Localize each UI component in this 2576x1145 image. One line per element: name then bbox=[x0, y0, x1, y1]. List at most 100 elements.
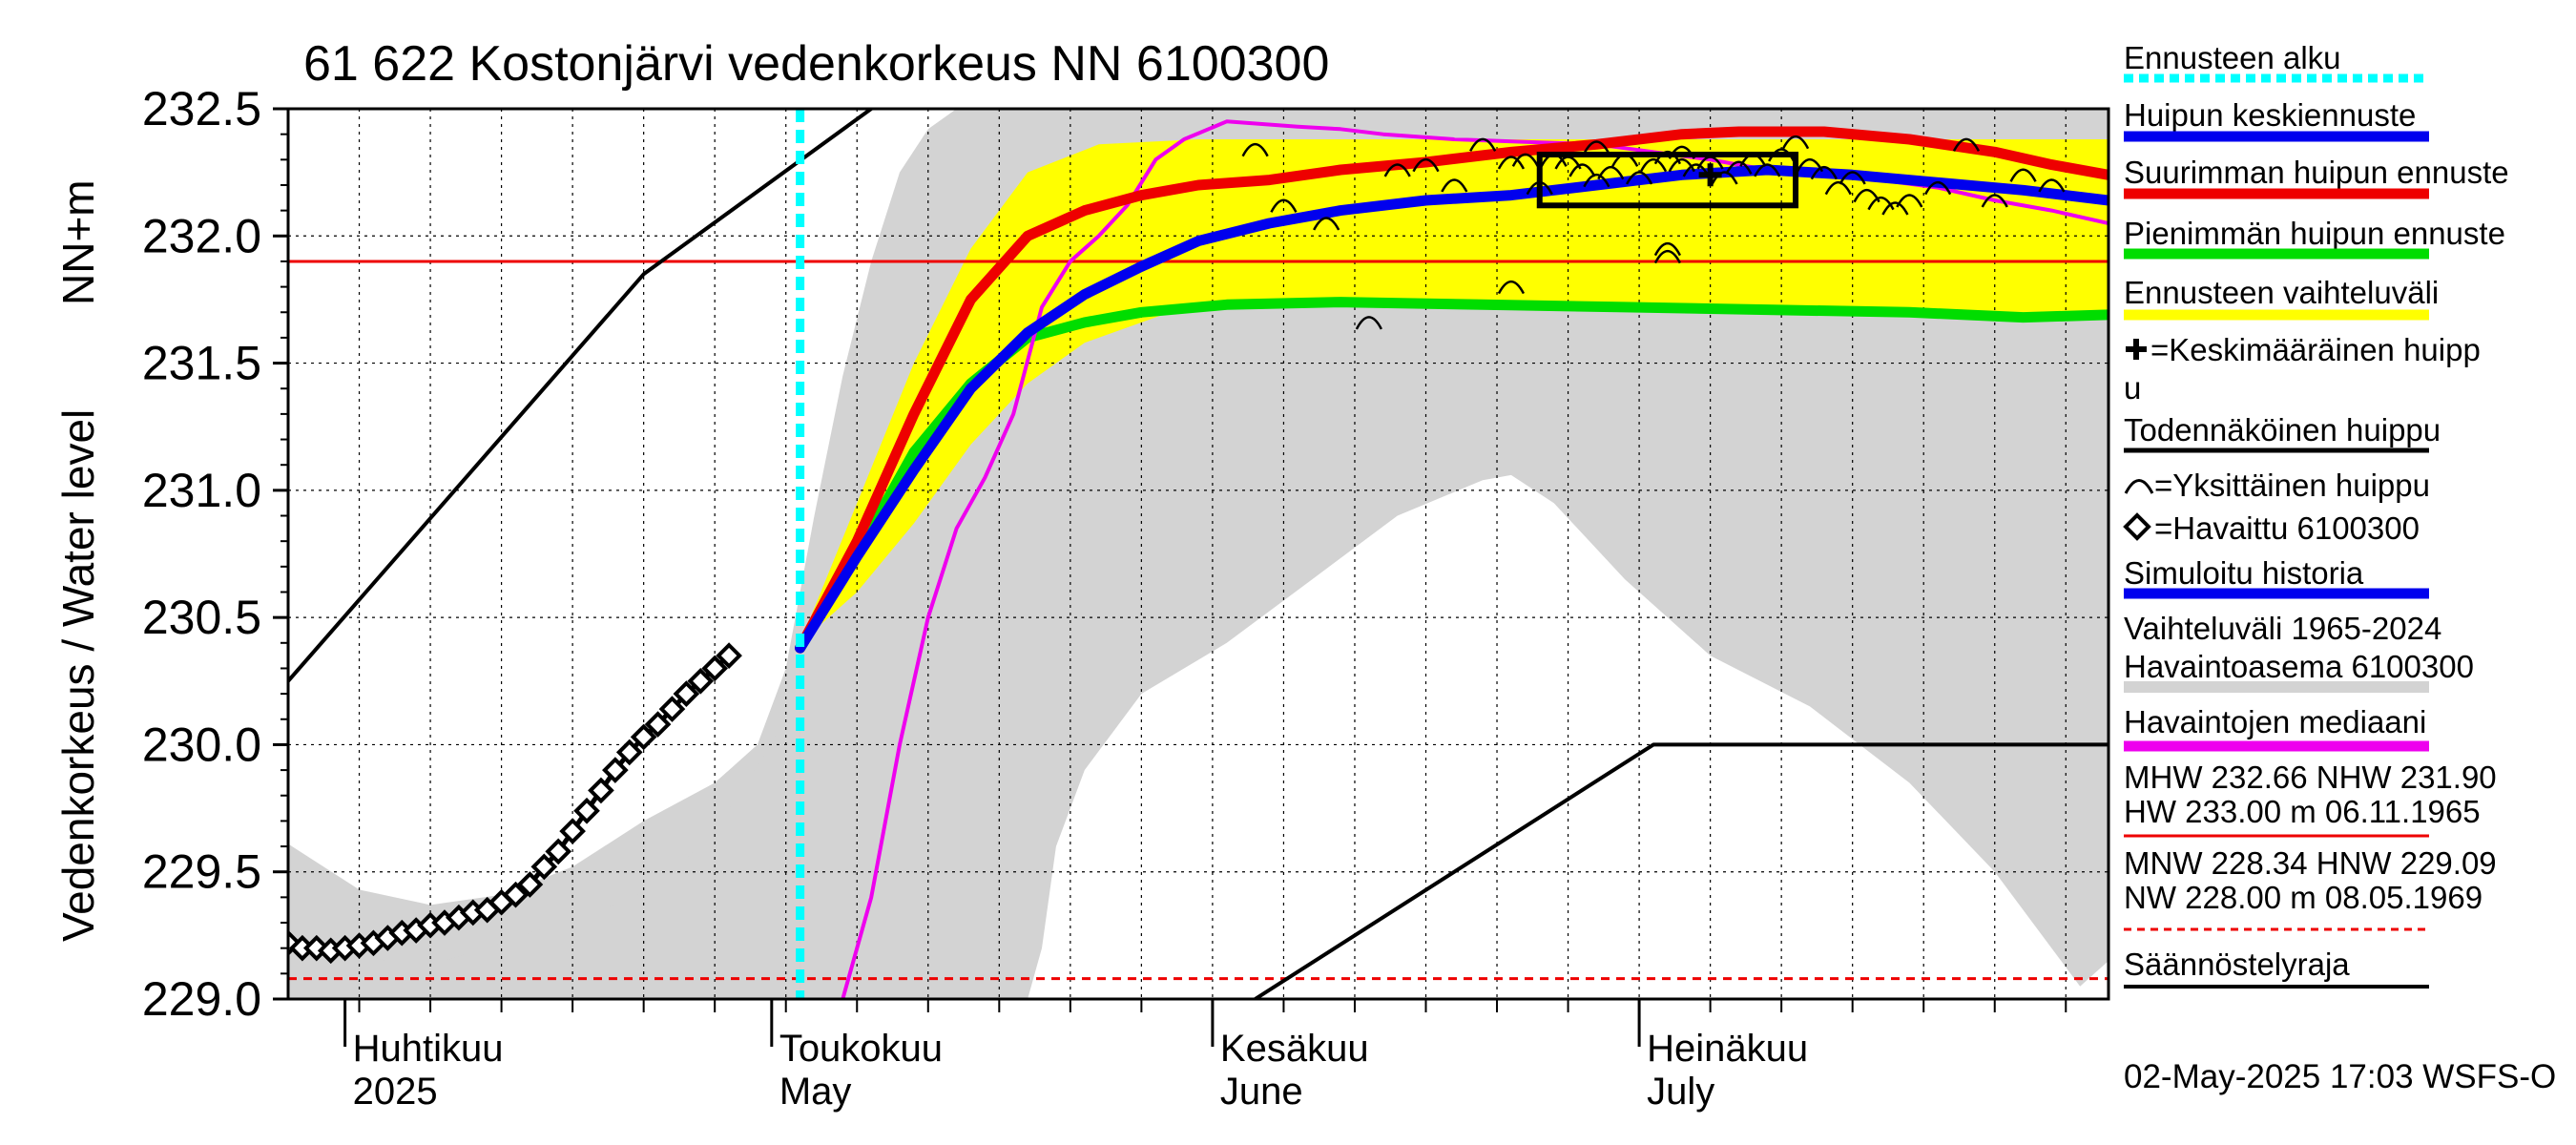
historical-range-area-early bbox=[288, 668, 800, 999]
legend-label-cont: u bbox=[2124, 370, 2141, 406]
single-peak-marker bbox=[1583, 140, 1610, 155]
forecast-range-band bbox=[800, 139, 2109, 643]
forecast-range-area bbox=[800, 139, 2109, 643]
legend-label: =Keskimääräinen huipp bbox=[2150, 332, 2481, 367]
x-month-label: Heinäkuu bbox=[1647, 1028, 1808, 1070]
single-peak-marker bbox=[1355, 316, 1382, 330]
single-peak-marker bbox=[1653, 241, 1682, 257]
series-min-forecast bbox=[795, 297, 2109, 654]
single-peak-marker bbox=[1526, 180, 1553, 196]
observed-marker bbox=[644, 711, 672, 738]
x-month-sublabel: 2025 bbox=[353, 1071, 438, 1113]
y-tick-label: 232.0 bbox=[142, 209, 261, 262]
single-peak-marker bbox=[1497, 156, 1526, 170]
single-peak-marker bbox=[1469, 137, 1497, 152]
peak-box bbox=[1536, 151, 1799, 209]
x-month-sublabel: July bbox=[1647, 1071, 1714, 1113]
stat-label-cont: HW 233.00 m 06.11.1965 bbox=[2124, 794, 2481, 829]
y-tick-label: 229.5 bbox=[142, 845, 261, 899]
legend-label: Ennusteen vaihteluväli bbox=[2124, 275, 2439, 310]
single-peak-marker bbox=[1696, 156, 1724, 170]
single-peak-marker bbox=[1597, 165, 1625, 180]
observed-marker bbox=[516, 871, 544, 898]
single-peak-marker bbox=[1881, 201, 1909, 216]
timestamp: 02-May-2025 17:03 WSFS-O bbox=[2124, 1058, 2556, 1095]
observed-marker bbox=[673, 680, 700, 707]
historical-range-area bbox=[288, 109, 2109, 999]
single-peak-marker bbox=[1412, 157, 1440, 173]
stat-label: MHW 232.66 NHW 231.90 bbox=[2124, 760, 2497, 795]
single-peak-marker bbox=[1739, 153, 1767, 167]
single-peak-marker bbox=[1682, 163, 1710, 177]
observed-marker bbox=[530, 853, 558, 881]
single-peak-marker bbox=[1725, 160, 1753, 175]
single-peak-marker bbox=[1810, 165, 1838, 180]
stat-label: MNW 228.34 HNW 229.09 bbox=[2124, 845, 2497, 881]
observed-marker bbox=[687, 667, 715, 695]
observed-marker bbox=[559, 818, 586, 844]
observed-marker bbox=[502, 881, 530, 908]
single-peak-marker bbox=[1653, 249, 1682, 264]
single-peak-marker bbox=[1625, 171, 1653, 185]
single-peak-marker bbox=[1754, 163, 1781, 177]
legend-label: Suurimman huipun ennuste bbox=[2124, 155, 2509, 190]
series-probable-peak bbox=[288, 109, 874, 683]
y-tick-label: 229.0 bbox=[142, 972, 261, 1026]
legend-label: Simuloitu historia bbox=[2124, 555, 2364, 591]
observed-marker bbox=[573, 797, 600, 824]
grid bbox=[288, 109, 2109, 999]
series-probable-peak-cumulative bbox=[1253, 742, 2109, 999]
observed-marker bbox=[545, 838, 572, 865]
single-peak-marker bbox=[1511, 153, 1539, 167]
legend-label: =Havaittu 6100300 bbox=[2154, 510, 2420, 546]
legend-observed-icon bbox=[2123, 512, 2151, 541]
single-peak-marker bbox=[1568, 163, 1596, 177]
observed-marker bbox=[658, 696, 686, 722]
series-mean-forecast bbox=[795, 164, 2109, 654]
single-peak-marker bbox=[1241, 142, 1269, 157]
y-tick-label: 231.0 bbox=[142, 464, 261, 517]
plot-frame bbox=[286, 107, 2110, 1001]
historical-range-band bbox=[288, 109, 2109, 999]
observed-markers bbox=[288, 642, 742, 965]
single-peak-marker bbox=[1639, 157, 1668, 173]
single-peak-marker bbox=[1711, 171, 1738, 185]
single-peak-marker bbox=[1896, 194, 1923, 208]
legend-label: Huipun keskiennuste bbox=[2124, 97, 2416, 133]
single-peak-marker bbox=[1583, 173, 1610, 188]
observed-marker bbox=[630, 723, 657, 751]
single-peak-marker bbox=[1313, 217, 1340, 231]
single-peak-marker bbox=[2038, 178, 2066, 193]
observed-marker bbox=[615, 739, 643, 766]
x-month-label: Toukokuu bbox=[779, 1028, 943, 1070]
legend-average-peak-icon bbox=[2126, 339, 2147, 360]
x-month-label: Huhtikuu bbox=[353, 1028, 504, 1070]
legend-label: Pienimmän huipun ennuste bbox=[2124, 216, 2505, 251]
single-peak-marker bbox=[1768, 148, 1796, 162]
legend-label-cont: Havaintoasema 6100300 bbox=[2124, 649, 2474, 684]
single-peak-marker bbox=[1497, 280, 1526, 295]
chart-title: 61 622 Kostonjärvi vedenkorkeus NN 61003… bbox=[303, 36, 1329, 92]
legend-single-peak-icon bbox=[2124, 479, 2154, 494]
single-peaks bbox=[1241, 135, 2066, 330]
single-peak-marker bbox=[1981, 194, 2008, 208]
single-peak-marker bbox=[1824, 180, 1852, 196]
y-tick-label: 231.5 bbox=[142, 337, 261, 390]
x-month-label: Kesäkuu bbox=[1220, 1028, 1369, 1070]
observed-marker bbox=[716, 642, 742, 669]
single-peak-marker bbox=[1611, 153, 1639, 167]
legend-label: =Yksittäinen huippu bbox=[2154, 468, 2430, 503]
observed-marker bbox=[588, 777, 614, 804]
single-peak-marker bbox=[1867, 196, 1895, 211]
single-peak-marker bbox=[1383, 163, 1411, 177]
x-month-sublabel: May bbox=[779, 1071, 852, 1113]
y-axis-label: Vedenkorkeus / Water level bbox=[53, 409, 103, 942]
single-peak-marker bbox=[1668, 145, 1695, 159]
observed-marker bbox=[602, 757, 629, 783]
legend-label: Vaihteluväli 1965-2024 bbox=[2124, 611, 2441, 646]
single-peak-marker bbox=[1839, 171, 1866, 185]
legend-label: Todennäköinen huippu bbox=[2124, 412, 2441, 448]
legend-label: Havaintojen mediaani bbox=[2124, 704, 2426, 739]
